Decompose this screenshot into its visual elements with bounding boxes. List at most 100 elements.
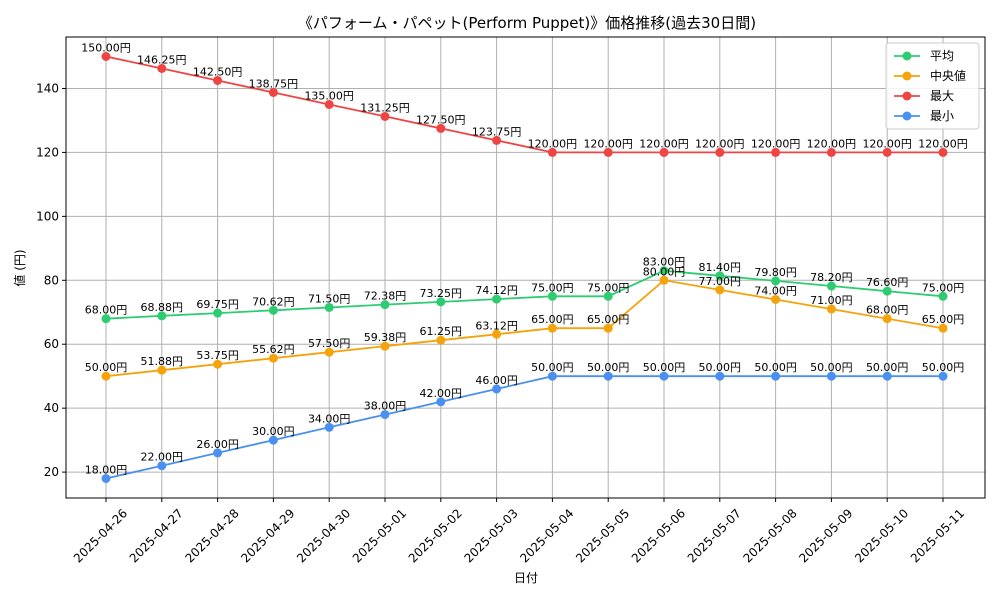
- data-point: [157, 461, 167, 471]
- data-label: 50.00円: [699, 361, 742, 374]
- x-tick-label: 2025-05-03: [462, 506, 521, 565]
- data-point: [938, 291, 948, 301]
- data-point: [213, 359, 223, 369]
- legend-marker: [902, 71, 912, 81]
- data-label: 57.50円: [308, 337, 351, 350]
- data-label: 63.12円: [475, 319, 518, 332]
- data-label: 131.25円: [360, 101, 410, 114]
- data-label: 42.00円: [420, 387, 463, 400]
- data-point: [380, 300, 390, 310]
- data-point: [436, 123, 446, 133]
- data-label: 34.00円: [308, 412, 351, 425]
- data-label: 75.00円: [922, 281, 965, 294]
- x-axis-label: 日付: [514, 571, 538, 585]
- data-label: 73.25円: [420, 287, 463, 300]
- data-point: [826, 304, 836, 314]
- data-label: 38.00円: [364, 400, 407, 413]
- data-label: 50.00円: [866, 361, 909, 374]
- data-label: 65.00円: [587, 313, 630, 326]
- data-label: 50.00円: [531, 361, 574, 374]
- legend-marker: [902, 111, 912, 121]
- data-label: 59.38円: [364, 331, 407, 344]
- x-tick-label: 2025-05-01: [350, 506, 409, 565]
- data-point: [547, 147, 557, 157]
- data-point: [324, 422, 334, 432]
- data-point: [268, 87, 278, 97]
- data-label: 53.75円: [196, 349, 239, 362]
- data-point: [603, 147, 613, 157]
- data-point: [157, 63, 167, 73]
- data-point: [938, 323, 948, 333]
- data-point: [213, 448, 223, 458]
- x-tick-label: 2025-05-04: [517, 506, 576, 565]
- data-label: 81.40円: [699, 261, 742, 274]
- data-point: [380, 410, 390, 420]
- data-label: 70.62円: [252, 295, 295, 308]
- data-label: 71.50円: [308, 292, 351, 305]
- data-label: 50.00円: [810, 361, 853, 374]
- data-label: 150.00円: [81, 42, 131, 55]
- data-label: 18.00円: [85, 463, 128, 476]
- series-line: [105, 269, 944, 320]
- chart-title: 《パフォーム・パペット(Perform Puppet)》価格推移(過去30日間): [298, 14, 756, 32]
- data-point: [268, 305, 278, 315]
- data-point: [492, 294, 502, 304]
- legend-box: [885, 42, 980, 130]
- data-label: 72.38円: [364, 290, 407, 303]
- data-point: [715, 271, 725, 281]
- series-layer: [101, 52, 948, 483]
- data-point: [492, 135, 502, 145]
- y-tick-label: 40: [44, 401, 59, 415]
- data-point: [826, 147, 836, 157]
- data-point: [436, 397, 446, 407]
- series-line: [105, 55, 943, 154]
- data-point: [157, 365, 167, 375]
- data-point: [659, 275, 669, 285]
- y-tick-label: 80: [44, 273, 59, 287]
- y-tick-label: 140: [36, 81, 59, 95]
- legend-label: 最大: [930, 89, 954, 103]
- data-label: 68.00円: [866, 304, 909, 317]
- data-point: [436, 335, 446, 345]
- data-label: 127.50円: [416, 113, 466, 126]
- data-point: [603, 291, 613, 301]
- data-label: 50.00円: [754, 361, 797, 374]
- data-label: 138.75円: [249, 77, 299, 90]
- data-label: 120.00円: [639, 137, 689, 150]
- data-point: [324, 302, 334, 312]
- y-tick-label: 60: [44, 337, 59, 351]
- data-label: 79.80円: [754, 266, 797, 279]
- data-point: [715, 147, 725, 157]
- data-label: 120.00円: [918, 137, 968, 150]
- data-point: [826, 371, 836, 381]
- data-label: 50.00円: [643, 361, 686, 374]
- data-point: [101, 314, 111, 324]
- data-point: [659, 147, 669, 157]
- x-axis: 2025-04-262025-04-272025-04-282025-04-29…: [71, 498, 967, 565]
- data-label: 46.00円: [475, 374, 518, 387]
- data-label: 74.12円: [475, 284, 518, 297]
- data-point: [771, 371, 781, 381]
- data-label: 51.88円: [141, 355, 184, 368]
- x-tick-label: 2025-04-26: [71, 506, 130, 565]
- data-labels: 68.00円 68.88円 69.75円 70.62円 71.50円 72.38円 73.2…: [81, 42, 968, 477]
- data-label: 120.00円: [751, 137, 801, 150]
- y-tick-label: 20: [44, 465, 59, 479]
- data-point: [603, 323, 613, 333]
- data-label: 75.00円: [587, 281, 630, 294]
- data-point: [882, 147, 892, 157]
- data-point: [101, 371, 111, 381]
- data-point: [659, 371, 669, 381]
- data-label: 74.00円: [754, 284, 797, 297]
- x-tick-label: 2025-04-30: [294, 506, 353, 565]
- data-label: 69.75円: [196, 298, 239, 311]
- data-point: [380, 341, 390, 351]
- data-point: [882, 286, 892, 296]
- data-point: [882, 371, 892, 381]
- x-tick-label: 2025-04-27: [127, 506, 186, 565]
- data-label: 61.25円: [420, 325, 463, 338]
- data-point: [771, 147, 781, 157]
- data-label: 120.00円: [807, 137, 857, 150]
- grid-lines: [66, 37, 985, 498]
